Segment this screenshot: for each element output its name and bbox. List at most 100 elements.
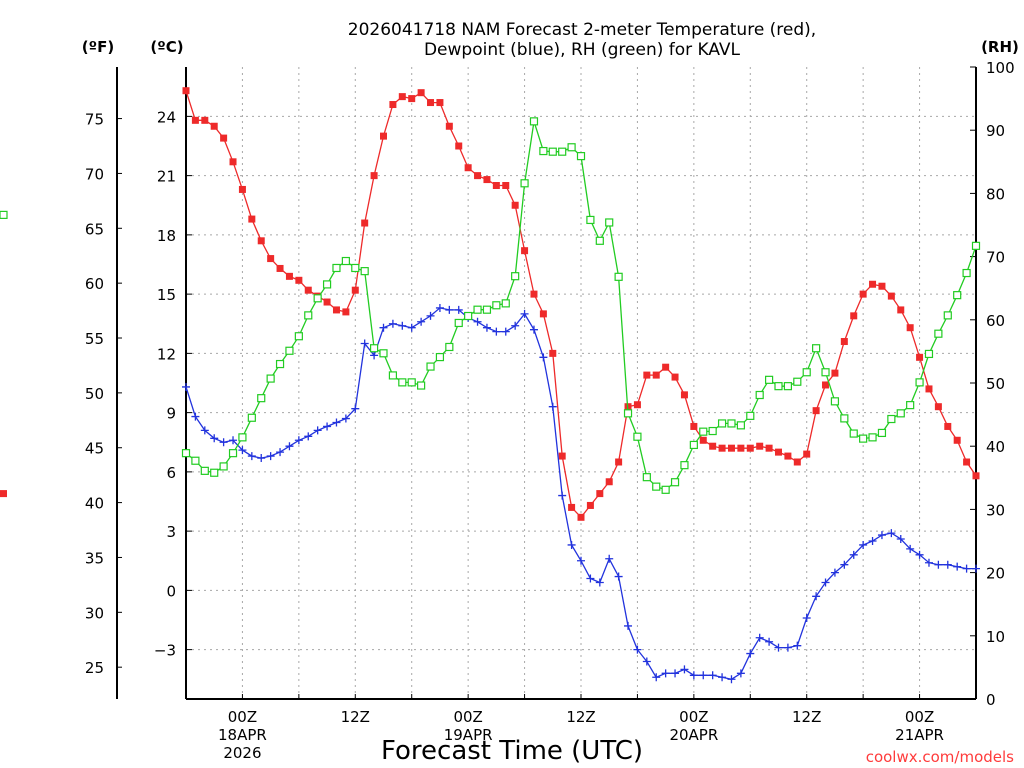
data-point (539, 310, 547, 318)
data-point (689, 440, 698, 450)
data-point (492, 327, 501, 336)
data-point (605, 554, 614, 563)
data-point (332, 263, 341, 273)
data-point (671, 373, 679, 381)
data-point (924, 558, 933, 567)
data-point (369, 344, 379, 353)
data-point (878, 282, 886, 290)
data-point (267, 255, 275, 263)
rh-unit-label: (RH) (981, 38, 1019, 56)
celsius-tick-label: 15 (157, 286, 176, 304)
data-point (859, 434, 868, 443)
data-point (963, 458, 971, 466)
celsius-tick-label: 6 (166, 464, 176, 482)
data-point (830, 397, 840, 406)
data-point (520, 309, 529, 318)
data-point (803, 450, 811, 458)
celsius-tick-label: 24 (157, 108, 176, 126)
data-point (482, 323, 491, 332)
data-point (567, 540, 576, 549)
data-point (765, 444, 773, 452)
data-point (417, 89, 425, 97)
date-tick-label: 18APR (218, 726, 267, 744)
rh-tick-label: 10 (986, 628, 1005, 646)
data-point (576, 152, 586, 161)
data-point (727, 419, 736, 428)
data-point (633, 645, 642, 654)
data-point (793, 377, 802, 386)
data-point (455, 142, 463, 150)
data-point (746, 444, 754, 452)
data-point (304, 432, 313, 441)
data-point (427, 99, 435, 107)
data-point (379, 323, 388, 332)
data-point (615, 458, 623, 466)
data-point (755, 633, 764, 642)
data-series (0, 87, 981, 684)
data-point (972, 564, 980, 573)
data-point (586, 574, 595, 583)
data-point (191, 116, 199, 124)
data-point (492, 182, 500, 189)
data-point (756, 442, 764, 450)
data-point (840, 338, 848, 346)
data-point (313, 426, 322, 435)
rh-tick-label: 70 (986, 249, 1005, 267)
data-point (971, 241, 981, 250)
data-point (633, 401, 641, 409)
data-point (869, 280, 877, 288)
data-point (520, 179, 529, 188)
fahrenheit-tick-label: 50 (85, 385, 104, 403)
data-point (511, 272, 520, 281)
data-point (445, 305, 454, 314)
data-point (680, 391, 688, 399)
tick-labels: 757065605550454035302524211815129630−310… (85, 59, 1015, 762)
series-rh (0, 117, 981, 494)
data-point (417, 381, 426, 390)
data-point (718, 444, 726, 452)
data-point (238, 185, 246, 193)
date-tick-label: 21APR (895, 726, 944, 744)
data-point (247, 413, 256, 422)
data-point (228, 449, 238, 458)
data-point (341, 414, 350, 423)
data-point (906, 324, 914, 332)
data-point (379, 349, 388, 358)
data-point (699, 427, 708, 436)
data-point (906, 401, 915, 410)
data-point (501, 299, 510, 308)
data-point (642, 657, 651, 666)
data-point (276, 448, 285, 457)
data-point (887, 292, 895, 300)
celsius-tick-label: 21 (157, 168, 176, 186)
celsius-unit-label: (ºC) (150, 38, 183, 56)
credit-label: coolwx.com/models (866, 748, 1014, 766)
data-point (822, 381, 830, 389)
data-point (699, 671, 708, 680)
data-point (859, 290, 867, 298)
celsius-tick-label: −3 (154, 642, 176, 660)
data-point (586, 501, 594, 509)
data-point (370, 351, 379, 360)
data-point (943, 311, 952, 320)
data-point (474, 172, 482, 180)
data-point (953, 291, 962, 300)
data-point (295, 276, 303, 284)
data-point (370, 172, 378, 180)
data-point (736, 669, 745, 678)
rh-tick-label: 60 (986, 312, 1005, 330)
fahrenheit-tick-label: 45 (85, 440, 104, 458)
data-point (436, 99, 444, 107)
data-point (689, 671, 698, 680)
data-point (511, 321, 520, 330)
data-point (200, 426, 209, 435)
data-point (859, 540, 868, 549)
data-point (548, 402, 557, 411)
celsius-tick-label: 12 (157, 345, 176, 363)
data-point (708, 671, 717, 680)
chart-title-line-1: 2026041718 NAM Forecast 2-meter Temperat… (348, 20, 816, 40)
data-point (755, 390, 764, 400)
data-point (454, 318, 463, 328)
